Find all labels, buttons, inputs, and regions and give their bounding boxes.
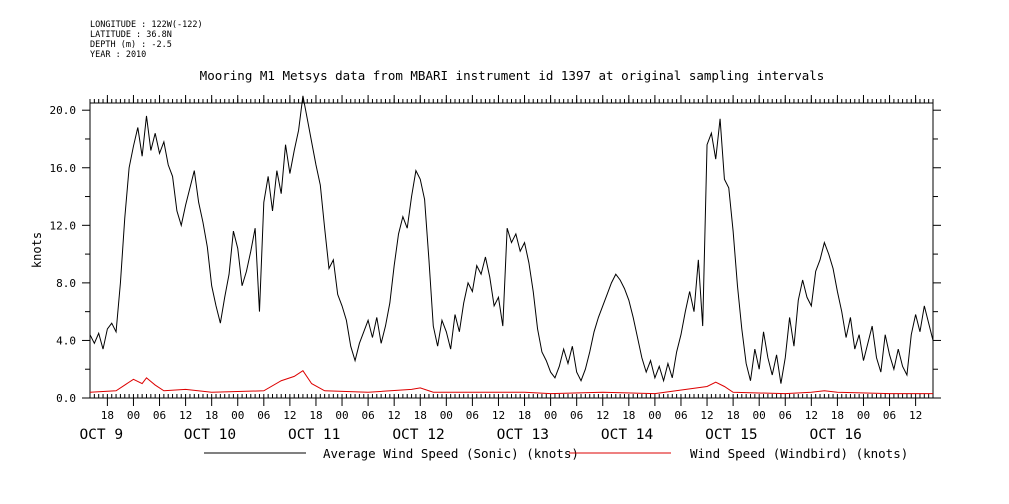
x-tick-label: 06 (257, 409, 270, 422)
x-tick-label: 12 (909, 409, 922, 422)
series-line-0 (89, 95, 934, 384)
y-tick-label: 0.0 (56, 392, 76, 405)
header-year: YEAR : 2010 (90, 50, 147, 60)
x-tick-label: 18 (205, 409, 218, 422)
x-tick-label: 18 (101, 409, 114, 422)
legend: Average Wind Speed (Sonic) (knots) Wind … (204, 446, 908, 461)
y-tick-label: 16.0 (50, 162, 77, 175)
x-day-label: OCT 16 (809, 427, 861, 443)
x-tick-label: 18 (726, 409, 739, 422)
series-lines (89, 95, 934, 395)
y-axis-ticks: 0.0 4.0 8.0 12.0 16.0 20.0 (50, 104, 941, 405)
x-tick-label: 18 (518, 409, 531, 422)
x-day-label: OCT 12 (392, 427, 444, 443)
x-tick-label: 06 (361, 409, 374, 422)
x-axis-ticks: 18 00 06 12 18 00 06 12 18 00 06 12 18 00 06 12 18 00 06 12… (101, 95, 922, 422)
x-day-label: OCT 9 (79, 427, 123, 443)
x-tick-label: 00 (753, 409, 766, 422)
x-day-label: OCT 14 (601, 427, 654, 443)
header-longitude: LONGITUDE : 122W(-122) (90, 20, 203, 30)
x-tick-label: 12 (596, 409, 609, 422)
header-depth: DEPTH (m) : -2.5 (90, 40, 172, 50)
x-day-label: OCT 13 (497, 427, 549, 443)
x-tick-label: 18 (831, 409, 844, 422)
y-tick-label: 4.0 (56, 334, 76, 347)
x-axis-day-labels: OCT 9 OCT 10 OCT 11 OCT 12 OCT 13 OCT 14 OCT 1… (79, 427, 861, 443)
y-tick-label: 8.0 (56, 277, 76, 290)
series-line-1 (89, 369, 933, 395)
header-latitude: LATITUDE : 36.8N (90, 30, 172, 40)
legend-label-sonic: Average Wind Speed (Sonic) (knots) (323, 446, 579, 461)
y-axis-label: knots (30, 232, 44, 268)
x-tick-label: 06 (570, 409, 583, 422)
y-tick-label: 20.0 (50, 104, 77, 117)
x-tick-label: 12 (388, 409, 401, 422)
y-tick-label: 12.0 (50, 219, 77, 232)
x-tick-label: 12 (283, 409, 296, 422)
x-tick-label: 06 (153, 409, 166, 422)
x-day-label: OCT 15 (705, 427, 757, 443)
x-tick-label: 06 (883, 409, 896, 422)
x-tick-label: 00 (857, 409, 870, 422)
x-day-label: OCT 10 (184, 427, 236, 443)
x-tick-label: 12 (492, 409, 505, 422)
x-tick-label: 06 (779, 409, 792, 422)
x-tick-label: 12 (805, 409, 818, 422)
x-day-label: OCT 11 (288, 427, 340, 443)
x-tick-label: 12 (700, 409, 713, 422)
x-tick-label: 00 (440, 409, 453, 422)
x-tick-label: 00 (335, 409, 348, 422)
minor-ticks (89, 99, 934, 398)
x-tick-label: 06 (466, 409, 479, 422)
x-tick-label: 06 (674, 409, 687, 422)
x-tick-label: 18 (414, 409, 427, 422)
chart-title: Mooring M1 Metsys data from MBARI instru… (200, 68, 825, 83)
legend-label-windbird: Wind Speed (Windbird) (knots) (690, 446, 908, 461)
x-tick-label: 00 (127, 409, 140, 422)
x-tick-label: 18 (309, 409, 322, 422)
x-tick-label: 18 (622, 409, 635, 422)
x-tick-label: 12 (179, 409, 192, 422)
hourly-minor-ticks (89, 99, 934, 398)
plot-frame (89, 102, 934, 399)
x-tick-label: 00 (648, 409, 661, 422)
x-tick-label: 00 (231, 409, 244, 422)
x-tick-label: 00 (544, 409, 557, 422)
